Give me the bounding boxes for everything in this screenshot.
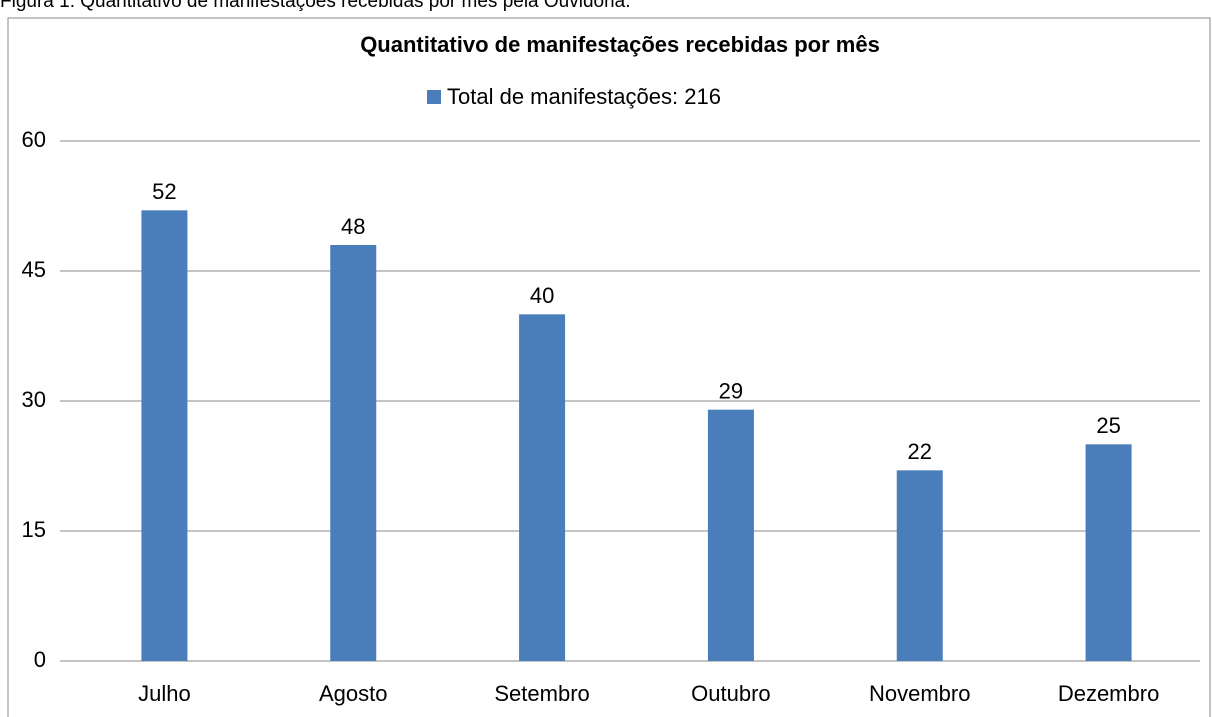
y-tick-label: 0 bbox=[34, 647, 46, 672]
chart-title: Quantitativo de manifestações recebidas … bbox=[360, 32, 880, 57]
data-label: 25 bbox=[1096, 413, 1120, 438]
x-tick-label: Julho bbox=[138, 681, 191, 706]
x-tick-label: Agosto bbox=[319, 681, 388, 706]
y-tick-label: 15 bbox=[22, 517, 46, 542]
bar bbox=[1085, 444, 1132, 661]
data-label: 48 bbox=[341, 214, 365, 239]
x-tick-label: Dezembro bbox=[1058, 681, 1159, 706]
data-label: 22 bbox=[908, 439, 932, 464]
y-tick-label: 60 bbox=[22, 127, 46, 152]
x-tick-label: Outubro bbox=[691, 681, 771, 706]
x-tick-label: Setembro bbox=[494, 681, 589, 706]
caption: Figura 1: Quantitativo de manifestações … bbox=[0, 0, 631, 12]
legend-label: Total de manifestações: 216 bbox=[447, 84, 721, 109]
x-tick-label: Novembro bbox=[869, 681, 970, 706]
data-label: 40 bbox=[530, 283, 554, 308]
data-label: 52 bbox=[152, 179, 176, 204]
legend-swatch bbox=[427, 90, 441, 104]
y-tick-label: 30 bbox=[22, 387, 46, 412]
chart-border bbox=[7, 17, 1211, 717]
y-tick-label: 45 bbox=[22, 257, 46, 282]
bar bbox=[519, 314, 566, 661]
bar bbox=[896, 470, 943, 661]
data-label: 29 bbox=[719, 378, 743, 403]
bar bbox=[141, 210, 188, 662]
bar bbox=[707, 409, 754, 661]
bar bbox=[330, 245, 377, 661]
